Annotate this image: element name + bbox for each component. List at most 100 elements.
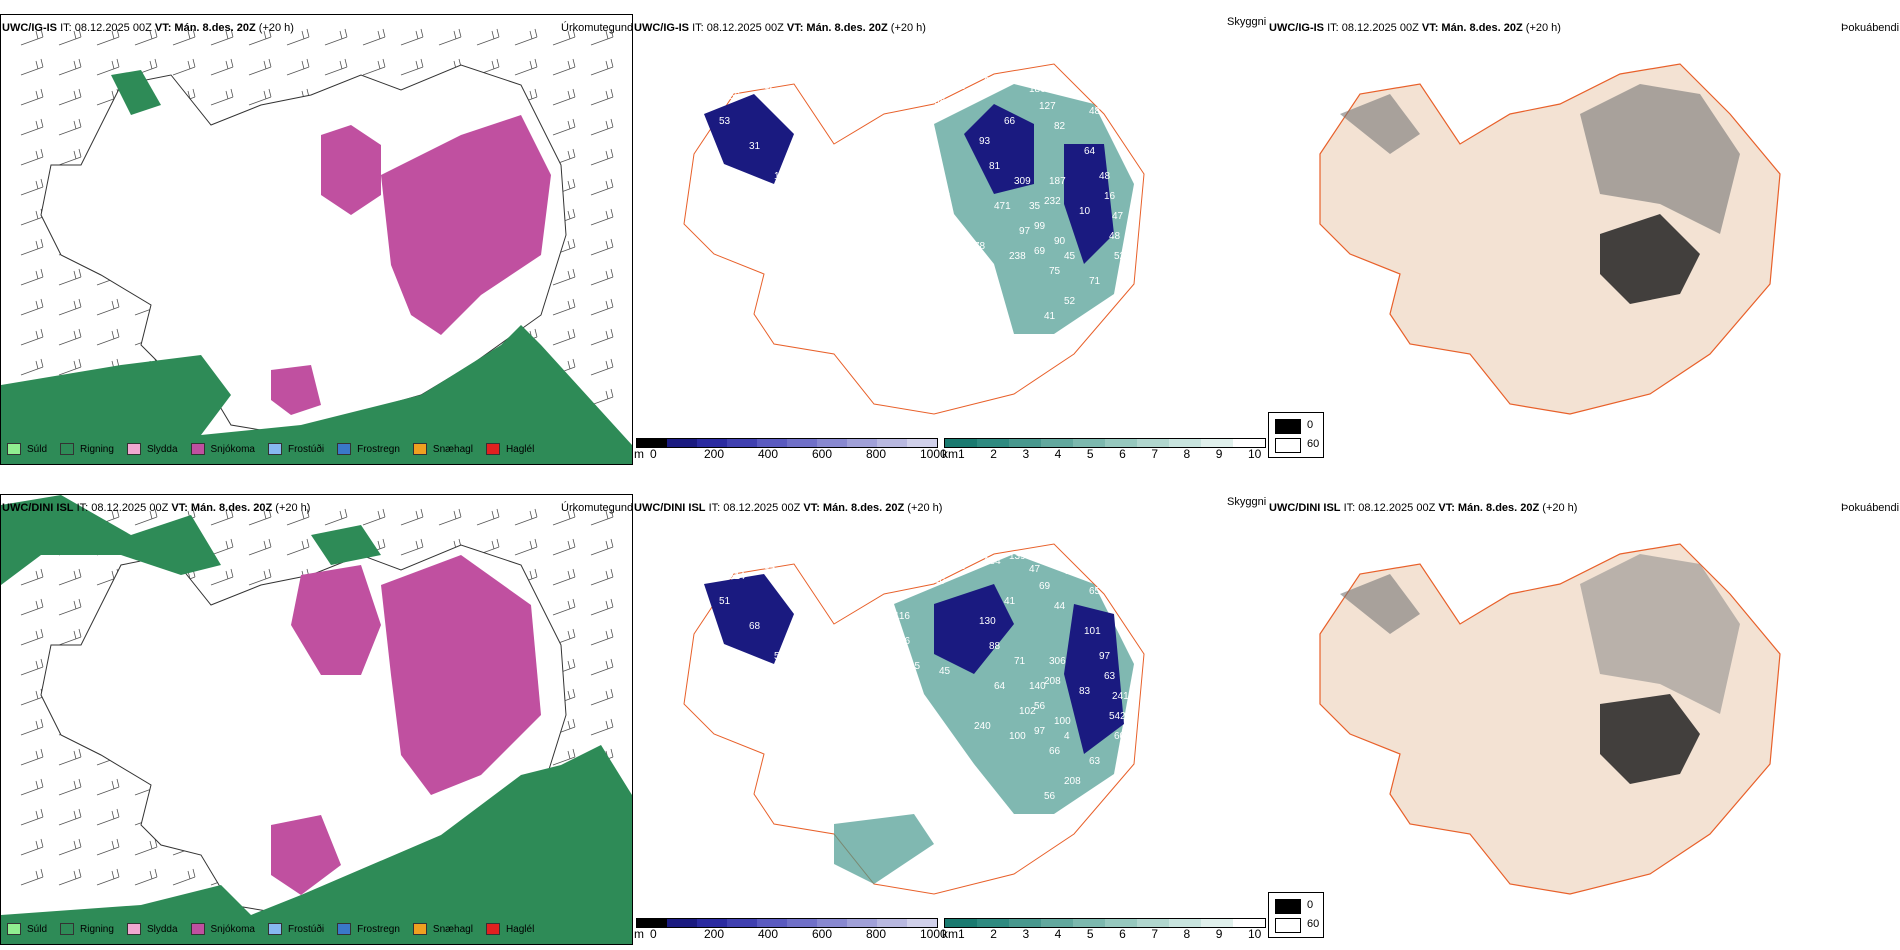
cloud-value-label: 130 bbox=[979, 616, 996, 627]
scale-tick: 400 bbox=[758, 447, 779, 461]
legend-swatch bbox=[7, 923, 21, 935]
wind-barb bbox=[590, 568, 614, 586]
wind-barb bbox=[590, 688, 614, 706]
scale-tick: 600 bbox=[812, 927, 833, 941]
wind-barb bbox=[20, 568, 44, 586]
snow-area-south bbox=[271, 815, 341, 895]
cloud-value-label: 69 bbox=[1039, 581, 1051, 592]
cloud-value-label: 208 bbox=[1044, 676, 1061, 687]
fog-northwest bbox=[1340, 574, 1420, 634]
wind-barb bbox=[58, 568, 82, 586]
scale-tick: 7 bbox=[1151, 447, 1159, 461]
cloud-south bbox=[834, 814, 934, 884]
cloud-northwest bbox=[704, 574, 794, 664]
legend-item: Slydda bbox=[126, 923, 178, 935]
scale-swatch bbox=[697, 919, 727, 927]
wind-barb bbox=[20, 658, 44, 676]
scale-swatch bbox=[787, 919, 817, 927]
cloud-value-label: 52 bbox=[764, 81, 776, 92]
scale-unit: m bbox=[634, 447, 644, 461]
wind-barb bbox=[248, 58, 272, 76]
cloud-value-label: 12 bbox=[774, 171, 786, 182]
scale-swatch bbox=[667, 439, 697, 447]
cloud-value-label: 41 bbox=[1044, 311, 1056, 322]
scale-swatch bbox=[667, 919, 697, 927]
cloud-value-label: 238 bbox=[1009, 251, 1026, 262]
wind-barb bbox=[590, 208, 614, 226]
wind-barb bbox=[552, 88, 576, 106]
cloud-value-label: 84 bbox=[1064, 86, 1076, 97]
scale-swatch bbox=[1009, 439, 1041, 447]
cloud-value-label: 61 bbox=[954, 561, 966, 572]
cloud-value-label: 95 bbox=[944, 876, 956, 887]
cloud-value-label: 47 bbox=[1029, 564, 1041, 575]
wind-barb bbox=[96, 808, 120, 826]
scale-swatch bbox=[1009, 919, 1041, 927]
visibility-scale-ticks: km 1 2 3 4 5 6 7 8 9 10 bbox=[942, 447, 1272, 461]
scale-swatch bbox=[1201, 439, 1233, 447]
scale-swatch bbox=[1137, 439, 1169, 447]
scale-tick: 800 bbox=[866, 927, 887, 941]
legend-swatch bbox=[485, 923, 500, 935]
cloud-value-label: 93 bbox=[979, 136, 991, 147]
cloud-value-label: 542 bbox=[1109, 711, 1126, 722]
cloud-value-label: 99 bbox=[1034, 221, 1046, 232]
height-scale bbox=[636, 918, 938, 928]
cloud-value-label: 71 bbox=[904, 556, 916, 567]
scale-swatch bbox=[1233, 439, 1265, 447]
cloud-title: Skyggni bbox=[1227, 16, 1267, 28]
cloud-value-label: 97 bbox=[1034, 726, 1046, 737]
legend-label: Súld bbox=[27, 443, 48, 455]
scale-swatch bbox=[1073, 919, 1105, 927]
snow-area-west bbox=[291, 565, 381, 675]
wind-barb bbox=[20, 808, 44, 826]
scale-tick: 4 bbox=[1054, 447, 1062, 461]
legend-label: Haglél bbox=[505, 923, 535, 935]
wind-barb bbox=[20, 628, 44, 646]
precip-legend: Súld Rigning Slydda Snjókoma Frostúði Frostre… bbox=[7, 923, 547, 935]
wind-barb bbox=[590, 508, 614, 526]
cloud-value-label: 161 bbox=[1024, 341, 1041, 352]
snow-area-south bbox=[271, 365, 321, 415]
wind-barb bbox=[590, 238, 614, 256]
cloud-value-label: 56 bbox=[1034, 701, 1046, 712]
legend-item: Súld bbox=[7, 443, 47, 455]
scale-tick: 8 bbox=[1183, 447, 1191, 461]
cloud-value-label: 191 bbox=[974, 841, 991, 852]
scale-swatch bbox=[1105, 439, 1137, 447]
wind-barb bbox=[362, 58, 386, 76]
precip-title: Úrkomutegund bbox=[561, 502, 634, 514]
legend-item: Snæhagl bbox=[412, 443, 473, 455]
cloud-value-label: 45 bbox=[1064, 251, 1076, 262]
fog-legend: 0 60 bbox=[1268, 892, 1324, 938]
wind-barb bbox=[590, 268, 614, 286]
cloud-value-label: 88 bbox=[989, 641, 1001, 652]
wind-barb bbox=[20, 268, 44, 286]
wind-barb bbox=[20, 778, 44, 796]
cloud-value-label: 78 bbox=[974, 241, 986, 252]
wind-barb bbox=[552, 508, 576, 526]
wind-barb bbox=[58, 118, 82, 136]
wind-barb bbox=[20, 328, 44, 346]
height-scale-ticks: m 0 200 400 600 800 1000 bbox=[634, 927, 947, 941]
wind-barb bbox=[514, 28, 538, 46]
cloud-value-label: 4 bbox=[1064, 731, 1070, 742]
wind-barb bbox=[514, 538, 538, 556]
cloud-value-label: 208 bbox=[1064, 776, 1081, 787]
wind-barb bbox=[286, 538, 310, 556]
scale-tick: 6 bbox=[1119, 447, 1126, 461]
wind-barb bbox=[552, 118, 576, 136]
cloud-value-label: 82 bbox=[1054, 121, 1066, 132]
scale-tick: 800 bbox=[866, 447, 887, 461]
wind-barb bbox=[134, 508, 158, 526]
snow-area-east bbox=[381, 555, 541, 795]
wind-barb bbox=[58, 598, 82, 616]
scale-swatch bbox=[727, 439, 757, 447]
wind-barb bbox=[20, 28, 44, 46]
cloud-value-label: 72 bbox=[1064, 566, 1076, 577]
fog-title: Þokuábendi bbox=[1841, 22, 1900, 34]
wind-barb bbox=[248, 88, 272, 106]
wind-barb bbox=[552, 268, 576, 286]
wind-barb bbox=[590, 598, 614, 616]
wind-barb bbox=[96, 58, 120, 76]
